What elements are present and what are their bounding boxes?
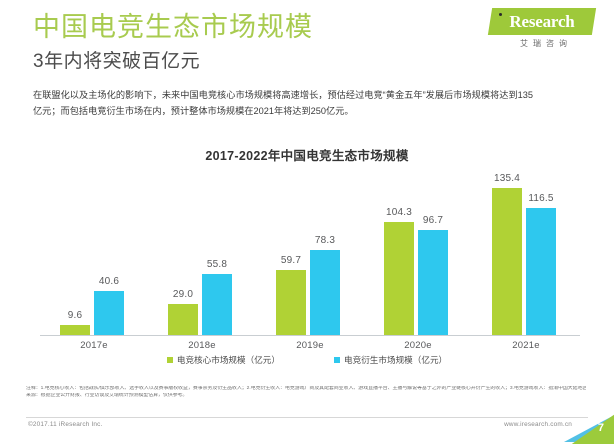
x-tick-2019e: 2019e bbox=[296, 340, 324, 351]
bar-value-label: 116.5 bbox=[528, 193, 554, 205]
bar-group: 59.7 78.3 bbox=[264, 172, 356, 335]
bar-derivative-2017e[interactable]: 40.6 bbox=[94, 276, 124, 335]
bar-group: 104.3 96.7 bbox=[372, 172, 464, 335]
legend-label: 电竞衍生市场规模（亿元） bbox=[344, 355, 448, 365]
bar-core-2020e[interactable]: 104.3 bbox=[384, 207, 414, 335]
bar-core-2017e[interactable]: 9.6 bbox=[60, 310, 90, 335]
logo-wordmark: Research bbox=[509, 12, 575, 31]
x-tick-2018e: 2018e bbox=[188, 340, 216, 351]
page-title: 中国电竞生态市场规模 bbox=[33, 12, 313, 42]
lede-paragraph: 在联盟化以及主场化的影响下，未来中国电竞核心市场规模将高速增长，预估经过电竞“黄… bbox=[33, 90, 533, 116]
footnote-line-1: 注释：1.电竞核心收入：包括战队/俱乐部收入、选手收入以及赛事版权收益，赛事票务… bbox=[26, 386, 586, 391]
copyright-text: ©2017.11 iResearch Inc. bbox=[28, 421, 103, 428]
legend-item-core[interactable]: 电竞核心市场规模（亿元） bbox=[166, 354, 280, 366]
chart-title: 2017-2022年中国电竞生态市场规模 bbox=[205, 149, 409, 163]
bar-value-label: 55.8 bbox=[206, 259, 228, 271]
bar-derivative-2019e[interactable]: 78.3 bbox=[310, 235, 340, 335]
bar-value-label: 78.3 bbox=[314, 234, 336, 246]
chart-x-axis bbox=[40, 335, 580, 336]
footnotes: 注释：1.电竞核心收入：包括战队/俱乐部收入、选手收入以及赛事版权收益，赛事票务… bbox=[26, 386, 586, 399]
page-corner-decoration: 7 bbox=[564, 398, 614, 444]
bar-value-label: 29.0 bbox=[172, 288, 194, 300]
bar-group: 29.0 55.8 bbox=[156, 172, 248, 335]
iresearch-logo: Research 艾瑞咨询 bbox=[487, 8, 600, 54]
bar-derivative-2018e[interactable]: 55.8 bbox=[202, 259, 232, 335]
x-tick-2021e: 2021e bbox=[512, 340, 540, 351]
bar-derivative-2020e[interactable]: 96.7 bbox=[418, 215, 448, 335]
website-url[interactable]: www.iresearch.com.cn bbox=[504, 421, 572, 428]
bar-core-2021e[interactable]: 135.4 bbox=[492, 173, 522, 335]
logo-badge: Research bbox=[487, 8, 597, 35]
chart-legend: 电竞核心市场规模（亿元） 电竞衍生市场规模（亿元） bbox=[0, 354, 614, 366]
logo-dot-icon bbox=[499, 13, 502, 16]
bar-value-label: 104.3 bbox=[385, 206, 413, 218]
legend-swatch-icon bbox=[334, 357, 340, 363]
bar-group: 135.4 116.5 bbox=[480, 172, 572, 335]
footer-divider bbox=[26, 417, 588, 418]
bar-value-label: 96.7 bbox=[422, 214, 444, 226]
legend-swatch-icon bbox=[166, 357, 173, 363]
chart-plot-area: 9.6 40.6 29.0 55.8 59.7 78.3 104.3 96.7 135.4 116… bbox=[48, 172, 572, 335]
bar-value-label: 135.4 bbox=[493, 172, 521, 184]
bar-derivative-2021e[interactable]: 116.5 bbox=[526, 193, 556, 335]
bar-value-label: 9.6 bbox=[67, 309, 83, 321]
footnote-line-2: 来源：根据企业公开财报、行业访谈及艾瑞统计预测模型估算，仅供参考。 bbox=[26, 392, 188, 398]
page-number: 7 bbox=[597, 422, 604, 434]
logo-chinese-name: 艾瑞咨询 bbox=[520, 39, 572, 48]
legend-label: 电竞核心市场规模（亿元） bbox=[176, 355, 280, 365]
bar-value-label: 40.6 bbox=[98, 275, 120, 287]
bar-value-label: 59.7 bbox=[280, 255, 302, 267]
bar-core-2019e[interactable]: 59.7 bbox=[276, 255, 306, 335]
bar-core-2018e[interactable]: 29.0 bbox=[168, 289, 198, 335]
legend-item-derivative[interactable]: 电竞衍生市场规模（亿元） bbox=[334, 354, 447, 366]
x-tick-2020e: 2020e bbox=[404, 340, 432, 351]
page-subtitle: 3年内将突破百亿元 bbox=[33, 51, 201, 72]
bar-group: 9.6 40.6 bbox=[48, 172, 140, 335]
x-tick-2017e: 2017e bbox=[80, 340, 108, 351]
